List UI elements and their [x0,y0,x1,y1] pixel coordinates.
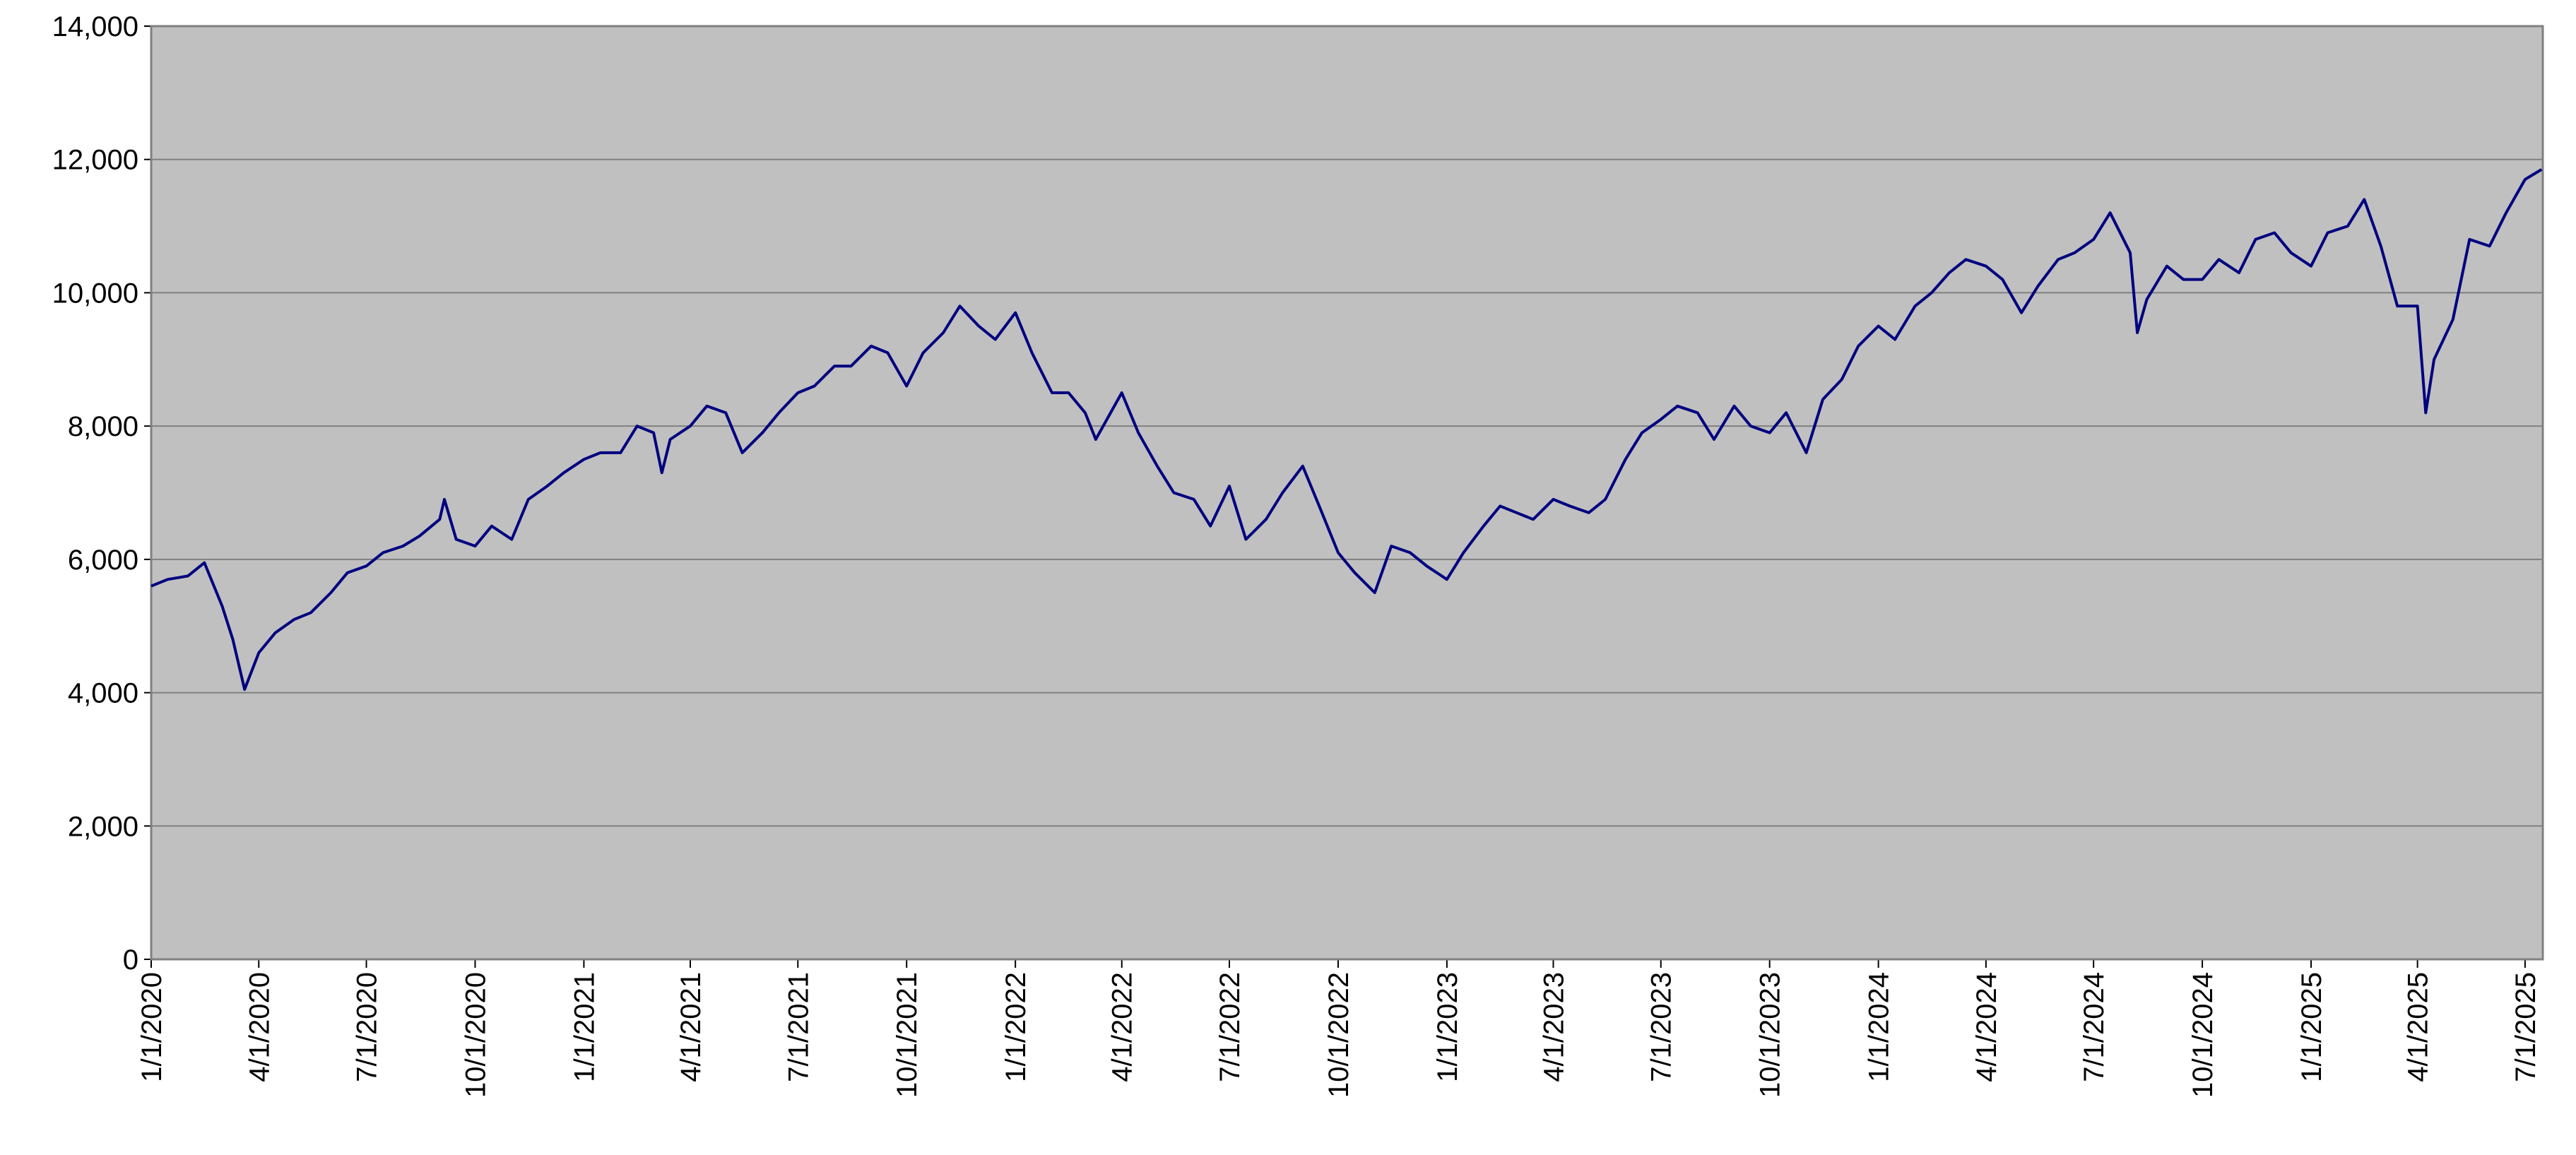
x-tick-label: 7/1/2022 [1215,972,1246,1082]
x-tick-label: 4/1/2021 [675,972,707,1082]
y-tick-label: 14,000 [52,11,138,42]
y-tick-label: 12,000 [52,145,138,176]
x-tick-label: 4/1/2022 [1107,972,1138,1082]
y-tick-label: 6,000 [68,545,138,576]
x-tick-label: 10/1/2024 [2187,972,2218,1098]
x-tick-label: 10/1/2020 [460,972,491,1098]
x-tick-label: 7/1/2025 [2510,972,2541,1082]
y-tick-label: 4,000 [68,678,138,709]
x-tick-label: 1/1/2021 [569,972,600,1082]
x-tick-label: 4/1/2025 [2403,972,2434,1082]
y-tick-label: 10,000 [52,278,138,309]
x-tick-label: 1/1/2022 [1000,972,1032,1082]
x-tick-label: 7/1/2023 [1646,972,1677,1082]
y-tick-label: 8,000 [68,411,138,442]
x-tick-label: 1/1/2023 [1432,972,1463,1082]
plot-area [151,26,2543,959]
x-tick-label: 7/1/2020 [352,972,383,1082]
x-tick-label: 7/1/2024 [2079,972,2110,1082]
x-tick-label: 4/1/2024 [1971,972,2002,1082]
x-tick-label: 10/1/2022 [1323,972,1354,1098]
x-tick-label: 4/1/2023 [1538,972,1569,1082]
x-tick-label: 1/1/2024 [1864,972,1895,1082]
y-tick-label: 2,000 [68,811,138,842]
x-tick-label: 10/1/2023 [1755,972,1786,1098]
x-tick-label: 7/1/2021 [783,972,814,1082]
x-tick-label: 10/1/2021 [892,972,923,1098]
x-tick-label: 1/1/2020 [136,972,167,1082]
x-tick-label: 1/1/2025 [2296,972,2327,1082]
y-tick-label: 0 [123,944,138,976]
line-series [150,168,2543,691]
plot-border [150,25,2544,961]
x-tick-label: 4/1/2020 [244,972,275,1082]
